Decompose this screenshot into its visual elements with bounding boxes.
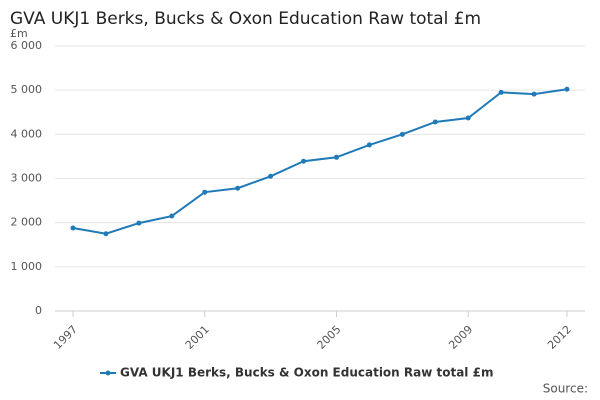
- data-point: [333, 154, 339, 160]
- data-point: [366, 142, 372, 148]
- y-tick-label: 4 000: [11, 127, 43, 140]
- y-tick-label: 3 000: [11, 172, 43, 185]
- chart-title: GVA UKJ1 Berks, Bucks & Oxon Education R…: [10, 9, 481, 29]
- y-axis-label: £m: [10, 27, 28, 40]
- data-point: [564, 86, 570, 92]
- data-point: [202, 189, 208, 195]
- data-point: [531, 91, 537, 97]
- data-point: [498, 89, 504, 95]
- x-tick-label: 2005: [315, 323, 344, 352]
- x-tick-label: 2009: [446, 323, 475, 352]
- x-tick-label: 1997: [51, 323, 80, 352]
- y-tick-label: 6 000: [11, 39, 43, 52]
- series-line: [72, 88, 568, 235]
- data-point: [465, 115, 471, 121]
- data-point: [70, 225, 76, 231]
- data-point: [399, 131, 405, 137]
- y-tick-label: 1 000: [11, 260, 43, 273]
- y-tick-label: 5 000: [11, 83, 43, 96]
- legend-label: GVA UKJ1 Berks, Bucks & Oxon Education R…: [120, 366, 493, 380]
- data-point: [268, 173, 274, 179]
- x-tick-label: 2001: [183, 323, 212, 352]
- data-point: [169, 213, 175, 219]
- data-point: [136, 220, 142, 226]
- x-tick-label: 2012: [545, 323, 574, 352]
- data-point: [235, 185, 241, 191]
- source: Source:: [543, 382, 588, 396]
- y-tick-label: 2 000: [11, 216, 43, 229]
- y-tick-label: 0: [35, 304, 42, 317]
- data-point: [301, 158, 307, 164]
- data-point: [103, 231, 109, 237]
- data-point: [432, 119, 438, 125]
- legend-marker: [105, 370, 111, 376]
